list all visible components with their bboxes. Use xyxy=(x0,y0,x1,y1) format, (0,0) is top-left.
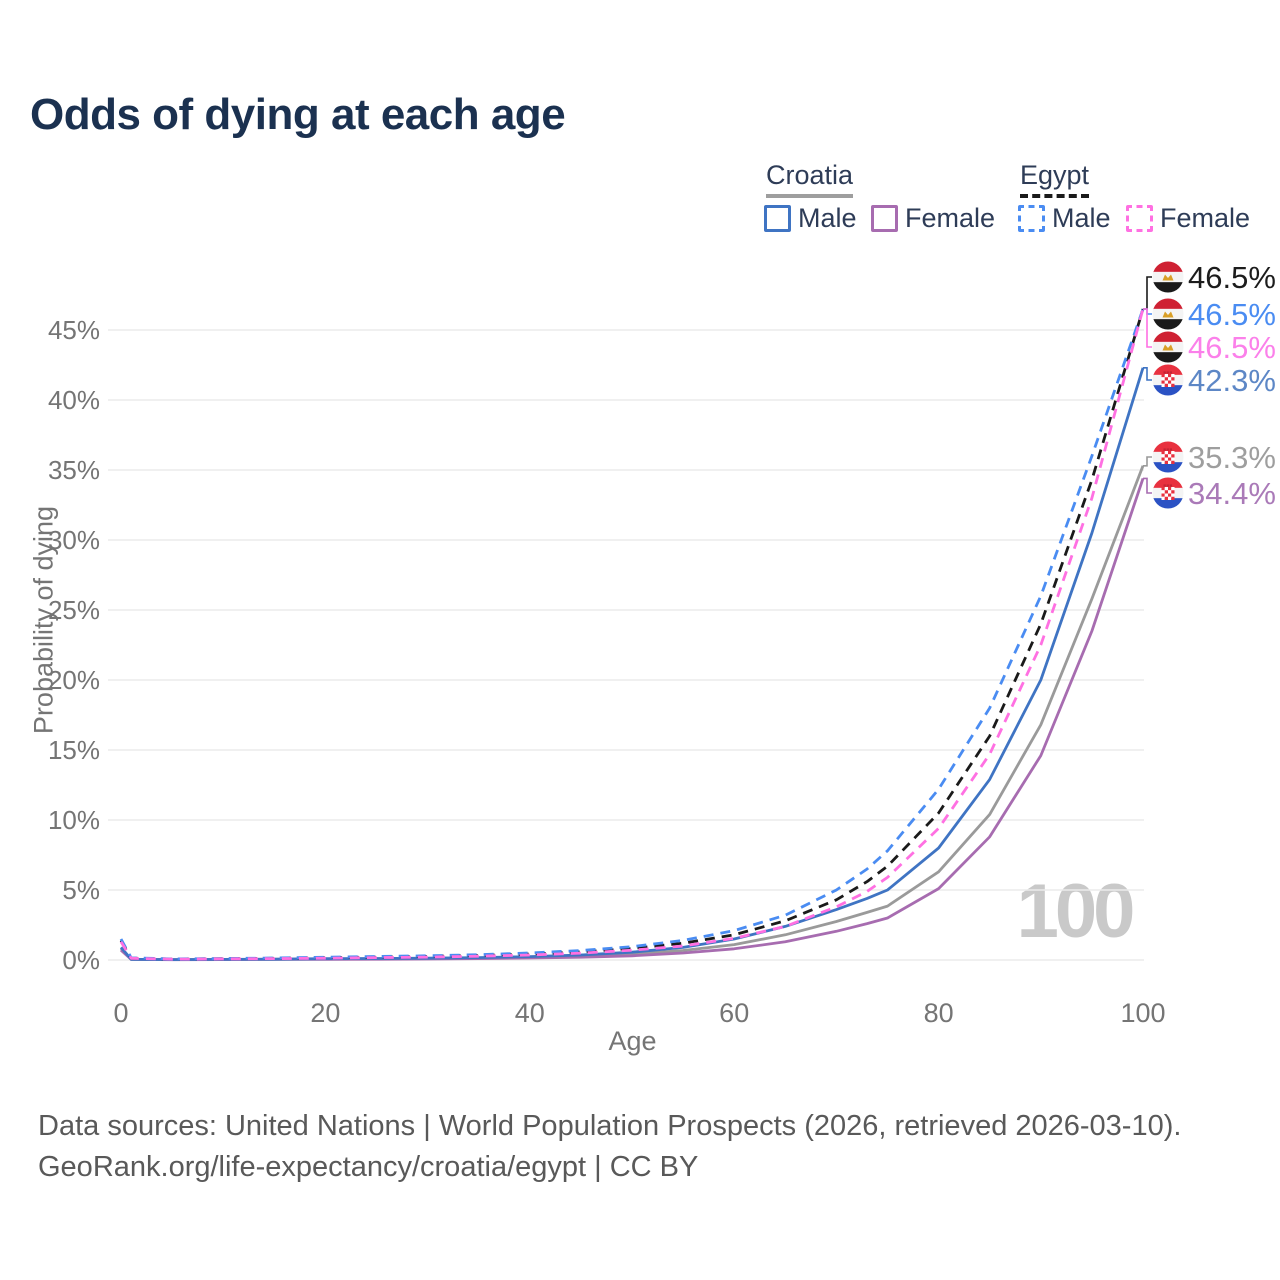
x-tick-label: 0 xyxy=(113,998,128,1028)
y-tick-label: 15% xyxy=(48,735,100,765)
y-tick-label: 30% xyxy=(48,525,100,555)
series-line-croatia-female[interactable] xyxy=(120,477,1145,962)
y-tick-label: 40% xyxy=(48,385,100,415)
egypt-female-swatch-icon xyxy=(1126,205,1153,232)
y-tick-label: 25% xyxy=(48,595,100,625)
legend-item-label: Male xyxy=(1052,203,1111,233)
legend-item-label: Male xyxy=(798,203,857,233)
egypt-male-swatch-icon xyxy=(1018,205,1045,232)
croatia-flag-icon xyxy=(1152,364,1184,396)
legend-item-croatia-male[interactable]: Male xyxy=(764,203,857,234)
x-tick-label: 20 xyxy=(310,998,340,1028)
end-label-connector xyxy=(1143,367,1152,381)
series-line-egypt-both[interactable] xyxy=(119,308,1145,961)
x-tick-label: 100 xyxy=(1120,998,1165,1028)
age-watermark: 100 xyxy=(1016,869,1136,954)
y-tick-label: 0% xyxy=(62,945,100,975)
legend-item-label: Female xyxy=(1160,203,1251,233)
egypt-flag-icon xyxy=(1152,261,1184,293)
legend-item-egypt-female[interactable]: Female xyxy=(1126,203,1250,234)
attribution-link[interactable]: GeoRank.org/life-expectancy/croatia/egyp… xyxy=(38,1151,699,1183)
x-axis-title: Age xyxy=(608,1026,657,1056)
legend-group-croatia: Croatia xyxy=(766,160,854,198)
y-axis-title: Probability of dying xyxy=(28,505,59,735)
y-tick-label: 10% xyxy=(48,805,100,835)
legend-group-egypt: Egypt xyxy=(1020,160,1090,198)
croatia-flag-icon xyxy=(1152,477,1184,509)
x-tick-label: 60 xyxy=(719,998,749,1028)
legend-item-croatia-female[interactable]: Female xyxy=(871,203,995,234)
legend-item-egypt-male[interactable]: Male xyxy=(1018,203,1111,234)
end-label-connector xyxy=(1143,276,1152,310)
y-tick-label: 45% xyxy=(48,315,100,345)
end-label-connector xyxy=(1143,456,1152,467)
x-tick-label: 80 xyxy=(924,998,954,1028)
end-label-value: 46.5% xyxy=(1188,297,1276,332)
footer: Data sources: United Nations | World Pop… xyxy=(38,1106,1181,1188)
x-tick-label: 40 xyxy=(515,998,545,1028)
data-source-note: Data sources: United Nations | World Pop… xyxy=(38,1110,1182,1142)
y-tick-label: 20% xyxy=(48,665,100,695)
legend-item-label: Female xyxy=(905,203,996,233)
page-title: Odds of dying at each age xyxy=(30,90,566,139)
croatia-flag-icon xyxy=(1152,441,1184,473)
egypt-flag-icon xyxy=(1152,298,1184,330)
series-line-egypt-female[interactable] xyxy=(119,308,1145,961)
end-label-value: 35.3% xyxy=(1188,440,1276,475)
end-label-value: 34.4% xyxy=(1188,476,1276,511)
end-label-value: 46.5% xyxy=(1188,330,1276,365)
end-label-connector xyxy=(1143,477,1152,494)
egypt-flag-icon xyxy=(1152,331,1184,363)
end-label-value: 42.3% xyxy=(1188,363,1276,398)
end-label-value: 46.5% xyxy=(1188,260,1276,295)
y-tick-label: 5% xyxy=(62,875,100,905)
series-line-egypt-male[interactable] xyxy=(119,308,1145,961)
croatia-female-swatch-icon xyxy=(871,205,898,232)
end-label-connector xyxy=(1143,308,1152,348)
y-tick-label: 35% xyxy=(48,455,100,485)
series-line-croatia-male[interactable] xyxy=(119,367,1145,961)
croatia-male-swatch-icon xyxy=(764,205,791,232)
